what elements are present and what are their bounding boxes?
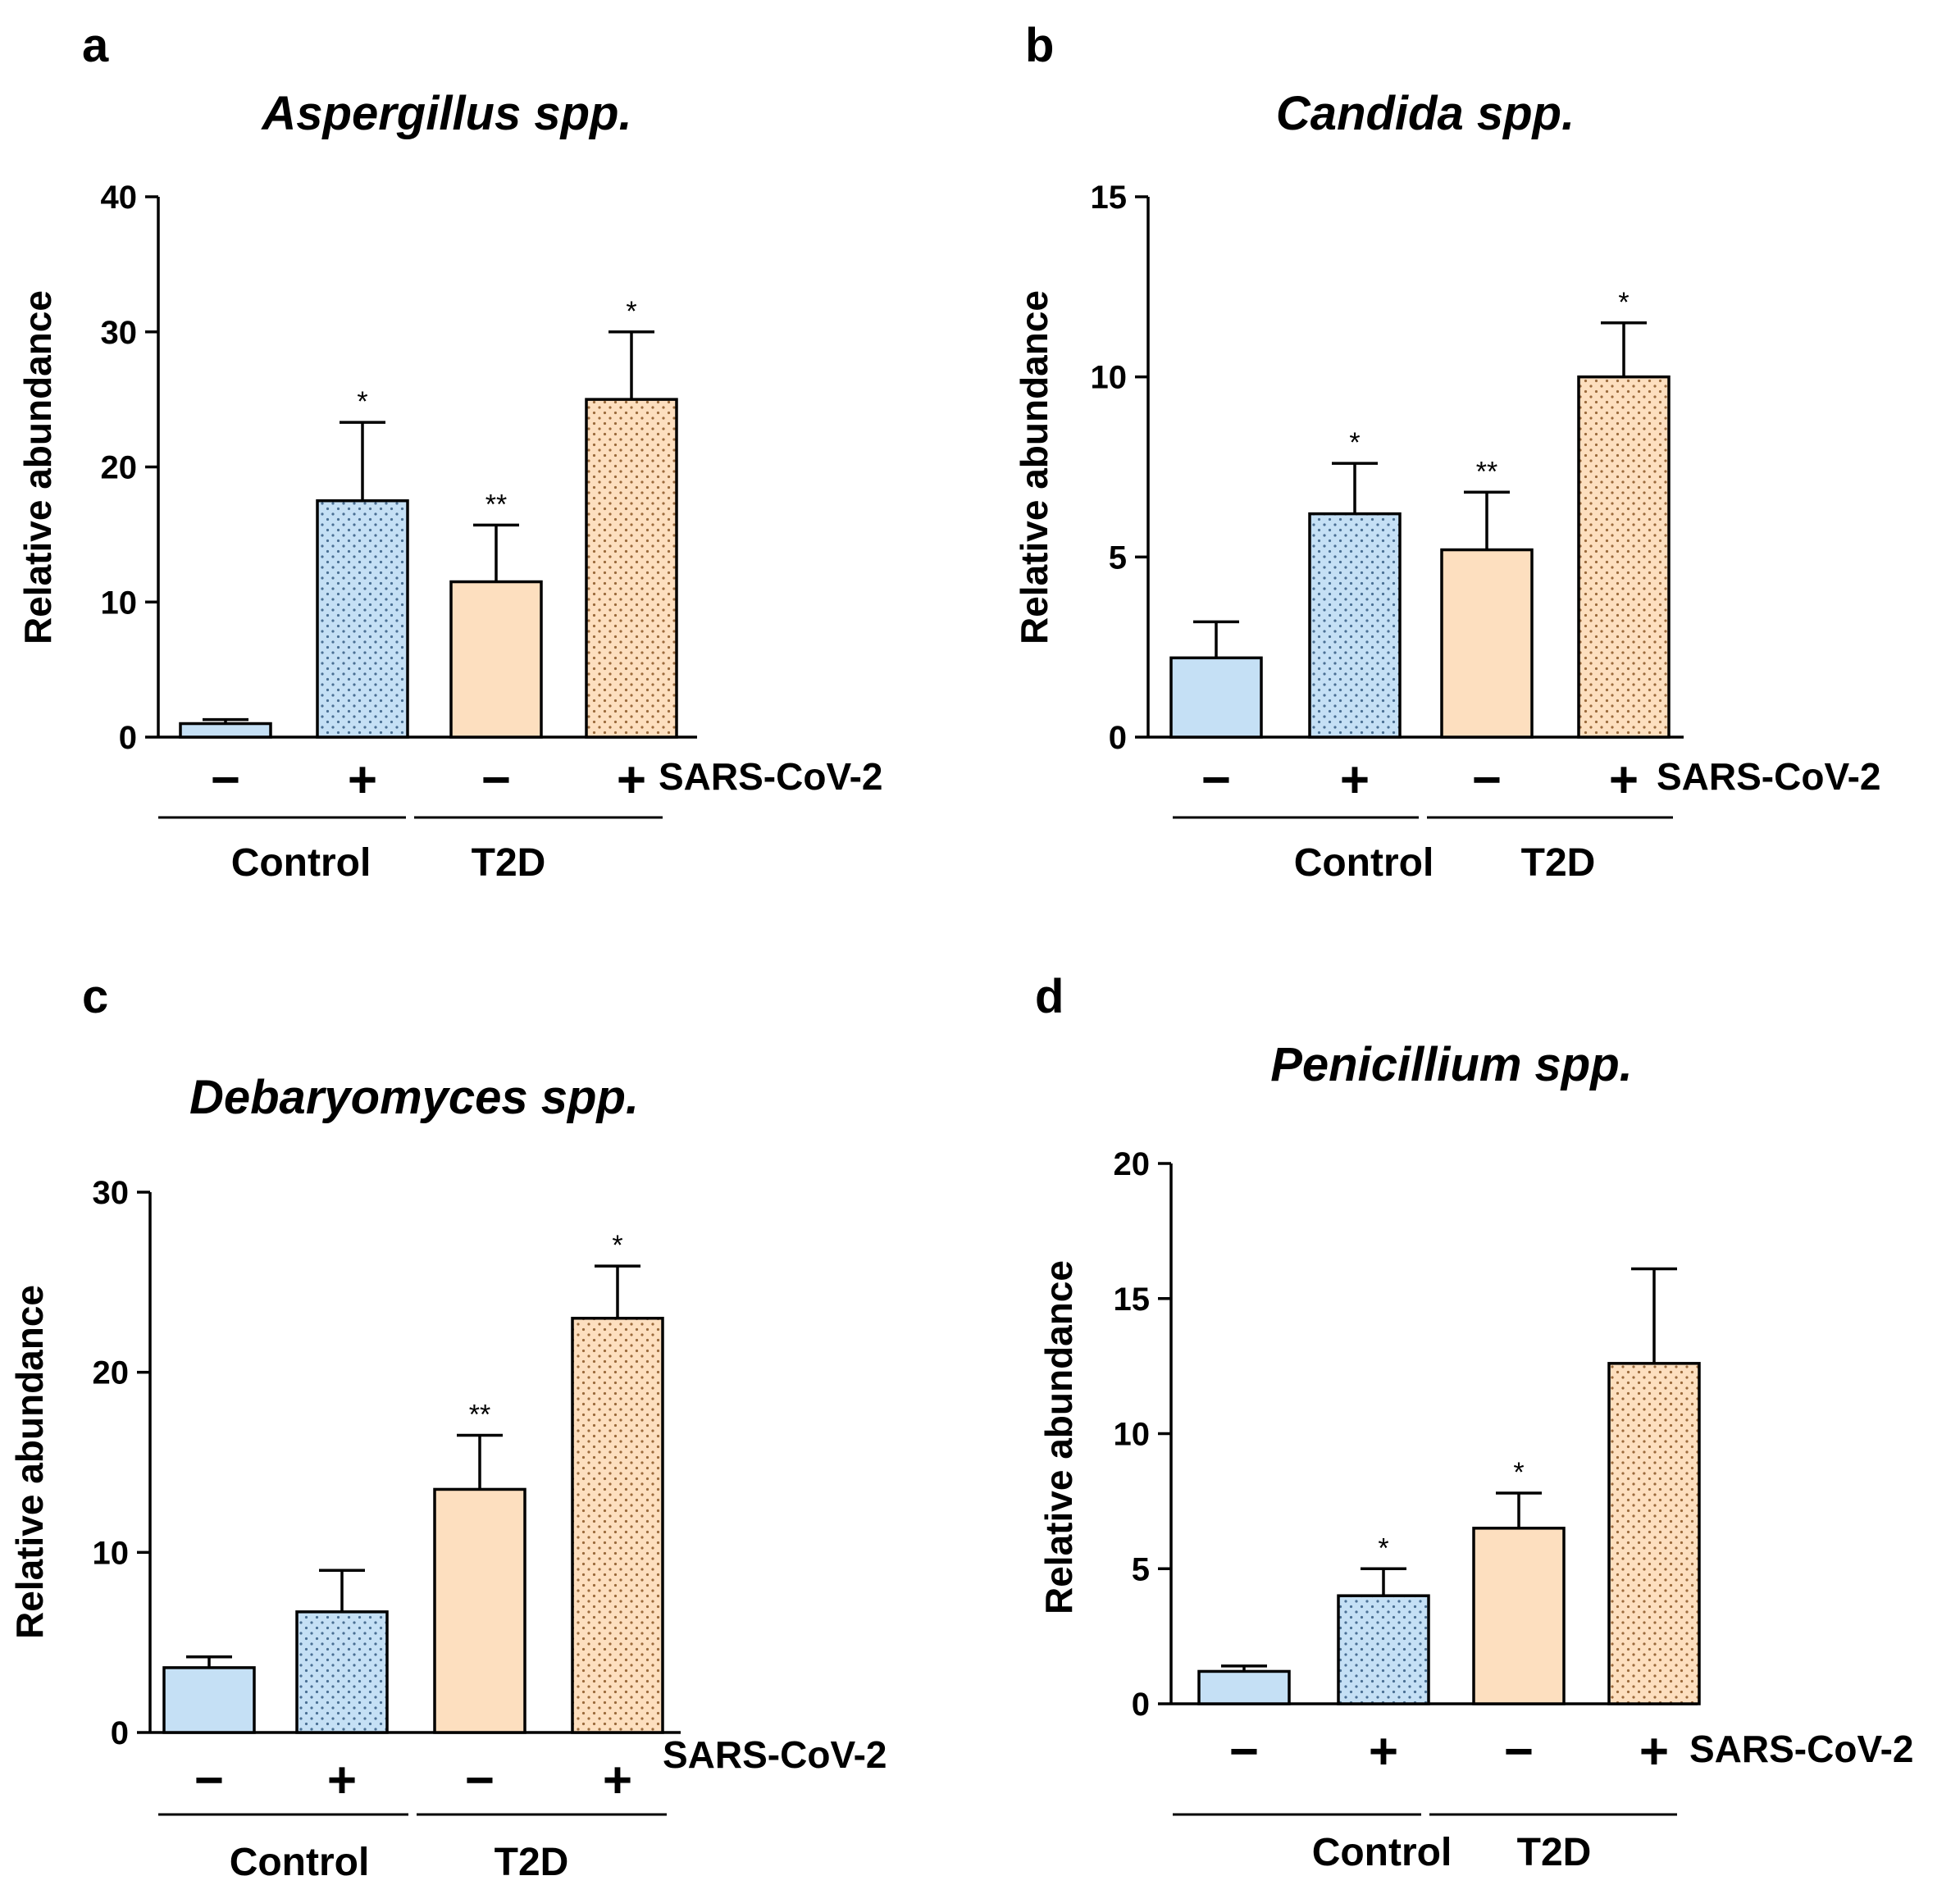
group-label-control: Control	[230, 1841, 370, 1884]
y-tick-label: 5	[1132, 1551, 1150, 1587]
category-label: −	[211, 752, 240, 808]
treatment-label: SARS-CoV-2	[1689, 1728, 1913, 1770]
significance-mark: *	[1618, 287, 1629, 318]
chart-title: Candida spp.	[1276, 87, 1575, 140]
category-label: +	[348, 752, 377, 808]
group-label-control: Control	[1294, 841, 1434, 885]
y-axis-title: Relative abundance	[1013, 290, 1055, 644]
y-tick-label: 20	[1114, 1146, 1151, 1182]
panel-letter: a	[82, 19, 109, 72]
y-axis-title: Relative abundance	[1037, 1260, 1080, 1614]
y-tick-label: 40	[101, 180, 138, 216]
treatment-label: SARS-CoV-2	[659, 755, 882, 798]
panel-a: a Aspergillus spp. Relative abundance 0 10 20…	[16, 19, 882, 885]
treatment-label: SARS-CoV-2	[663, 1733, 887, 1776]
panel-d: d Penicillium spp. Relative abundance 0 5 10 1…	[1035, 970, 1913, 1874]
category-label: −	[1472, 752, 1502, 808]
chart-title: Debaryomyces spp.	[189, 1071, 639, 1124]
significance-mark: *	[626, 296, 636, 327]
significance-mark: **	[485, 489, 507, 520]
panel-c: c Debaryomyces spp. Relative abundance 0 10 2…	[8, 970, 887, 1884]
category-label: +	[1609, 752, 1639, 808]
y-tick-label: 20	[93, 1355, 130, 1391]
y-tick-label: 10	[101, 585, 138, 621]
significance-mark: *	[357, 386, 367, 417]
category-label: −	[1504, 1723, 1534, 1780]
y-tick-label: 0	[119, 720, 137, 756]
panel-letter: c	[82, 970, 108, 1023]
y-tick-label: 10	[93, 1535, 130, 1571]
group-label-t2d: T2D	[1521, 841, 1596, 885]
bar-control-uninfected	[1197, 1669, 1291, 1705]
panel-letter: d	[1035, 970, 1064, 1023]
bar-t2d-uninfected	[449, 580, 543, 739]
category-label: −	[194, 1752, 224, 1809]
y-tick-label: 20	[101, 450, 138, 486]
significance-mark: **	[1476, 456, 1497, 487]
group-label-t2d: T2D	[1517, 1831, 1592, 1874]
bar-t2d-uninfected	[1472, 1527, 1566, 1705]
chart-title: Penicillium spp.	[1270, 1038, 1633, 1091]
bar-control-uninfected	[179, 722, 272, 739]
category-label: −	[481, 752, 511, 808]
significance-mark: *	[1513, 1457, 1524, 1488]
category-label: +	[617, 752, 646, 808]
category-label: +	[603, 1752, 632, 1809]
category-label: +	[1369, 1723, 1398, 1780]
bar-control-infected	[295, 1610, 389, 1734]
bar-t2d-uninfected	[1440, 548, 1534, 739]
category-label: −	[465, 1752, 495, 1809]
bar-t2d-uninfected	[433, 1487, 526, 1734]
bar-control-uninfected	[162, 1666, 256, 1734]
bar-control-infected	[1337, 1594, 1430, 1705]
category-label: −	[1229, 1723, 1259, 1780]
y-tick-label: 10	[1114, 1417, 1151, 1453]
bar-t2d-infected	[1577, 375, 1671, 739]
significance-mark: *	[1378, 1532, 1388, 1564]
y-tick-label: 15	[1091, 180, 1128, 216]
y-axis-title: Relative abundance	[8, 1285, 51, 1639]
y-tick-label: 15	[1114, 1282, 1151, 1318]
group-label-t2d: T2D	[472, 841, 546, 885]
y-tick-label: 5	[1109, 540, 1127, 576]
panel-letter: b	[1025, 19, 1054, 72]
y-tick-label: 0	[1109, 720, 1127, 756]
y-tick-label: 10	[1091, 360, 1128, 396]
bar-t2d-infected	[585, 398, 678, 739]
y-tick-label: 30	[101, 315, 138, 351]
treatment-label: SARS-CoV-2	[1657, 755, 1880, 798]
y-axis-title: Relative abundance	[16, 290, 59, 644]
category-label: +	[1639, 1723, 1669, 1780]
y-tick-label: 0	[1132, 1687, 1150, 1723]
bar-t2d-infected	[1607, 1362, 1701, 1705]
significance-mark: *	[1349, 427, 1360, 458]
group-label-control: Control	[231, 841, 371, 885]
panel-b: b Candida spp. Relative abundance 0 5 10 15 − * +…	[1013, 19, 1880, 885]
bar-control-infected	[316, 499, 409, 739]
bar-control-infected	[1308, 512, 1402, 739]
group-label-t2d: T2D	[495, 1841, 569, 1884]
y-tick-label: 30	[93, 1175, 130, 1211]
bar-t2d-infected	[571, 1317, 664, 1734]
significance-mark: *	[612, 1230, 622, 1261]
category-label: −	[1201, 752, 1231, 808]
y-tick-label: 0	[111, 1715, 129, 1751]
category-label: +	[327, 1752, 357, 1809]
category-label: +	[1340, 752, 1370, 808]
chart-title: Aspergillus spp.	[260, 87, 631, 140]
group-label-control: Control	[1312, 1831, 1452, 1874]
bar-control-uninfected	[1169, 656, 1263, 739]
significance-mark: **	[469, 1400, 490, 1431]
